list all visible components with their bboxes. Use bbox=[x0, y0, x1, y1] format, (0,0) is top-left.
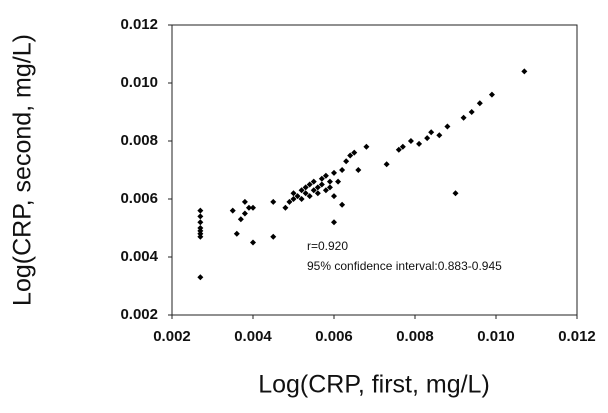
y-tick-label: 0.006 bbox=[120, 190, 158, 207]
x-axis-label: Log(CRP, first, mg/L) bbox=[258, 371, 490, 399]
point bbox=[383, 161, 390, 168]
point bbox=[197, 225, 204, 231]
x-tick-label: 0.006 bbox=[315, 328, 353, 345]
point bbox=[452, 190, 459, 197]
x-tick-label: 0.002 bbox=[153, 328, 191, 345]
point bbox=[331, 193, 337, 200]
point bbox=[444, 123, 451, 130]
point bbox=[290, 190, 297, 197]
annotation: r=0.920 bbox=[307, 239, 348, 253]
annotation: 95% confidence interval:0.883-0.945 bbox=[307, 259, 502, 273]
point bbox=[286, 198, 293, 205]
y-tick-label: 0.012 bbox=[120, 16, 158, 33]
y-tick-label: 0.002 bbox=[120, 306, 158, 323]
y-tick-label: 0.004 bbox=[120, 248, 158, 265]
point bbox=[197, 274, 204, 281]
point bbox=[270, 198, 277, 205]
point bbox=[290, 196, 297, 202]
point bbox=[343, 158, 350, 165]
point bbox=[460, 114, 467, 121]
point bbox=[322, 172, 329, 179]
point bbox=[428, 129, 435, 136]
point bbox=[250, 204, 256, 211]
x-tick-label: 0.008 bbox=[396, 328, 434, 345]
point bbox=[476, 100, 483, 107]
point bbox=[331, 219, 337, 226]
point bbox=[335, 178, 342, 185]
y-tick-label: 0.008 bbox=[120, 132, 158, 149]
point bbox=[416, 140, 423, 147]
point bbox=[326, 184, 333, 191]
point bbox=[306, 193, 313, 200]
point bbox=[298, 187, 305, 194]
point bbox=[363, 143, 370, 150]
point bbox=[436, 132, 443, 139]
point bbox=[241, 210, 248, 217]
plot-frame bbox=[171, 24, 578, 316]
y-axis-label: Log(CRP, second, mg/L) bbox=[9, 34, 37, 306]
point bbox=[241, 198, 248, 205]
point bbox=[314, 190, 321, 197]
point bbox=[521, 68, 528, 75]
point bbox=[347, 152, 354, 159]
point bbox=[355, 167, 362, 173]
point bbox=[237, 216, 244, 223]
point bbox=[282, 204, 289, 211]
point bbox=[424, 135, 431, 142]
x-tick-label: 0.010 bbox=[477, 328, 515, 345]
point bbox=[197, 213, 204, 220]
point bbox=[314, 184, 321, 191]
point bbox=[298, 196, 305, 202]
point bbox=[339, 167, 346, 173]
x-tick-label: 0.012 bbox=[558, 328, 596, 345]
point bbox=[245, 204, 252, 211]
x-tick-label: 0.004 bbox=[234, 328, 272, 345]
point bbox=[197, 219, 204, 226]
point bbox=[302, 184, 309, 191]
point bbox=[339, 201, 346, 208]
point bbox=[318, 181, 325, 188]
point bbox=[302, 190, 309, 197]
point bbox=[488, 91, 495, 98]
point bbox=[318, 175, 325, 182]
point bbox=[294, 193, 301, 200]
point bbox=[306, 181, 313, 188]
point bbox=[229, 207, 236, 214]
y-tick-label: 0.010 bbox=[120, 74, 158, 91]
point bbox=[322, 187, 329, 194]
point bbox=[310, 187, 317, 194]
point bbox=[331, 169, 337, 176]
point bbox=[270, 233, 277, 240]
point bbox=[326, 178, 333, 185]
point bbox=[233, 230, 240, 237]
point bbox=[351, 149, 358, 156]
point bbox=[399, 143, 406, 150]
point bbox=[250, 239, 256, 246]
point bbox=[197, 207, 204, 214]
point bbox=[407, 138, 414, 144]
point bbox=[310, 178, 317, 185]
point bbox=[395, 146, 402, 153]
point bbox=[468, 109, 475, 115]
